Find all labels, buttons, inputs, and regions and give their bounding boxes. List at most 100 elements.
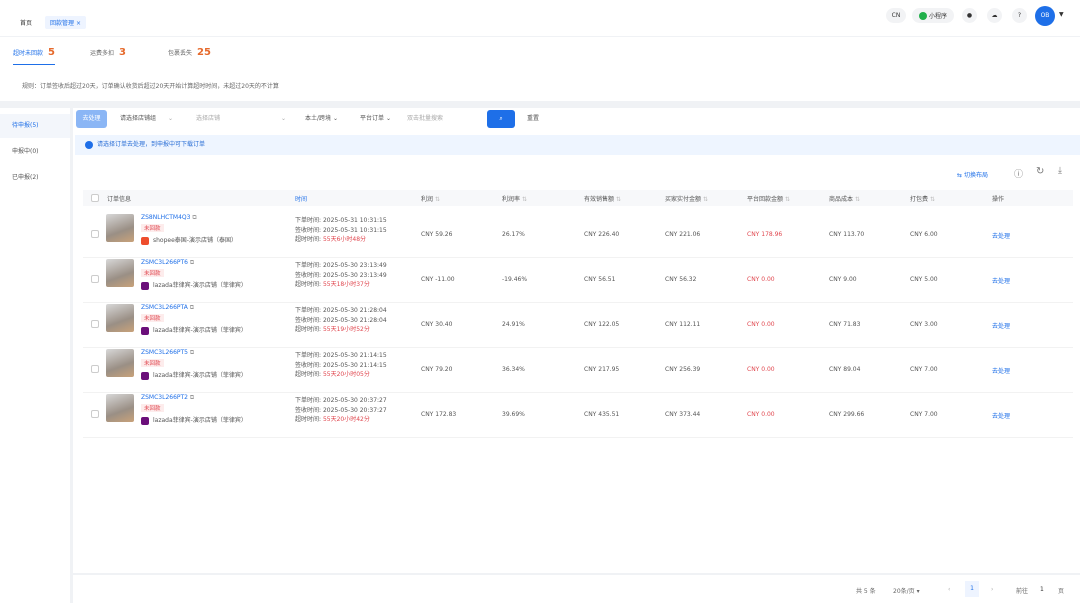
search-input[interactable]: 双击批量搜索 bbox=[407, 115, 444, 122]
page-size-select[interactable]: 20条/页 ▾ bbox=[893, 588, 920, 595]
download-icon[interactable]: ⤓ bbox=[1058, 166, 1062, 176]
select-all-checkbox[interactable] bbox=[91, 194, 99, 202]
reset-button[interactable]: 重置 bbox=[527, 115, 540, 122]
cell-margin: 26.17% bbox=[502, 231, 525, 238]
info-banner: 请选择订单去处理，到申报中可下载订单 bbox=[75, 135, 1080, 155]
order-id[interactable]: ZS8NLHCTM4Q3 ⧉ bbox=[141, 214, 197, 222]
order-id[interactable]: ZSMC3L266PT5 ⧉ bbox=[141, 349, 194, 357]
order-id[interactable]: ZSMC3L266PT2 ⧉ bbox=[141, 394, 194, 402]
column-header[interactable]: 平台回款金额 ⇅ bbox=[747, 194, 790, 203]
close-icon[interactable]: × bbox=[75, 20, 81, 27]
process-button[interactable]: 去处理 bbox=[992, 323, 1011, 330]
bell-icon[interactable]: ● bbox=[962, 8, 977, 23]
language-button[interactable]: CN bbox=[886, 8, 906, 23]
sort-icon[interactable]: ⇅ bbox=[702, 196, 708, 203]
tab-home[interactable]: 首页 bbox=[20, 20, 33, 27]
help-circle-icon[interactable]: ⓘ bbox=[1014, 170, 1024, 180]
cell-profit: CNY 59.26 bbox=[421, 231, 453, 238]
overdue-label: 超时时间: bbox=[295, 236, 322, 243]
store-group-select[interactable]: 请选择店铺组 ⌄ bbox=[120, 110, 182, 128]
refresh-icon[interactable]: ↻ bbox=[1036, 166, 1045, 177]
sort-icon[interactable]: ⇅ bbox=[521, 196, 527, 203]
copy-icon[interactable]: ⧉ bbox=[189, 394, 195, 401]
row-checkbox[interactable] bbox=[91, 410, 99, 418]
store-select[interactable]: 选择店铺 ⌄ bbox=[196, 110, 290, 128]
cell-cost: CNY 113.70 bbox=[829, 231, 865, 238]
time-info: 下单时间: 2025-05-30 20:37:27 签收时间: 2025-05-… bbox=[295, 396, 387, 425]
column-header-label: 操作 bbox=[992, 196, 1005, 203]
copy-icon[interactable]: ⧉ bbox=[189, 349, 195, 356]
sort-icon[interactable]: ⇅ bbox=[784, 196, 790, 203]
copy-icon[interactable]: ⧉ bbox=[189, 304, 195, 311]
prev-page-button[interactable]: ‹ bbox=[948, 586, 951, 593]
sort-icon[interactable]: ⇅ bbox=[615, 196, 621, 203]
process-button[interactable]: 去处理 bbox=[992, 413, 1011, 420]
process-button[interactable]: 去处理 bbox=[992, 233, 1011, 240]
check-circle-icon bbox=[918, 11, 927, 20]
stat-shipping-overcharge[interactable]: 运费多扣 3 bbox=[90, 47, 126, 58]
order-id-link[interactable]: ZSMC3L266PTA bbox=[141, 304, 188, 311]
row-checkbox[interactable] bbox=[91, 365, 99, 373]
stat-package-lost[interactable]: 包裹丢失 25 bbox=[168, 47, 211, 58]
mini-program-button[interactable]: 小程序 bbox=[912, 8, 954, 23]
sidebar-item-pending[interactable]: 待申报(5) bbox=[0, 114, 70, 138]
switch-layout-label: 切换布局 bbox=[963, 172, 988, 179]
table-row: ZSMC3L266PT5 ⧉ 未回款 lazada菲律宾-演示店铺（菲律宾） 下… bbox=[83, 348, 1073, 393]
sidebar-item-in-progress[interactable]: 申报中(0) bbox=[12, 148, 39, 155]
column-header[interactable]: 利润 ⇅ bbox=[421, 194, 440, 203]
sort-icon[interactable]: ⇅ bbox=[434, 196, 440, 203]
batch-process-button[interactable]: 去处理 bbox=[76, 110, 107, 128]
help-icon[interactable]: ? bbox=[1012, 8, 1027, 23]
row-checkbox[interactable] bbox=[91, 320, 99, 328]
table-row: ZSMC3L266PT6 ⧉ 未回款 lazada菲律宾-演示店铺（菲律宾） 下… bbox=[83, 258, 1073, 303]
table-row: ZSMC3L266PTA ⧉ 未回款 lazada菲律宾-演示店铺（菲律宾） 下… bbox=[83, 303, 1073, 348]
status-text: 未回款 bbox=[141, 314, 164, 322]
order-id-link[interactable]: ZSMC3L266PT6 bbox=[141, 259, 188, 266]
row-checkbox[interactable] bbox=[91, 230, 99, 238]
search-button[interactable]: ⌕ bbox=[487, 110, 515, 128]
cloud-download-icon[interactable]: ☁ bbox=[987, 8, 1002, 23]
tab-label: 回款管理 bbox=[50, 20, 75, 27]
copy-icon[interactable]: ⧉ bbox=[189, 259, 195, 266]
order-id[interactable]: ZSMC3L266PTA ⧉ bbox=[141, 304, 194, 312]
status-text: 未回款 bbox=[141, 224, 164, 232]
sort-icon[interactable]: ⇅ bbox=[854, 196, 860, 203]
order-id[interactable]: ZSMC3L266PT6 ⧉ bbox=[141, 259, 194, 267]
cell-cost: CNY 89.04 bbox=[829, 366, 861, 373]
column-header[interactable]: 利润率 ⇅ bbox=[502, 194, 527, 203]
table-header bbox=[83, 190, 1073, 206]
sort-icon[interactable]: ⇅ bbox=[929, 196, 935, 203]
page-size-value: 20条/页 bbox=[893, 588, 915, 595]
process-button[interactable]: 去处理 bbox=[992, 368, 1011, 375]
overdue-time: 55天19小时52分 bbox=[322, 326, 370, 333]
sidebar: 待申报(5) 申报中(0) 已申报(2) bbox=[0, 108, 70, 603]
goto-page-input[interactable]: 1 bbox=[1040, 586, 1044, 593]
order-id-link[interactable]: ZSMC3L266PT5 bbox=[141, 349, 188, 356]
cell-sales: CNY 435.51 bbox=[584, 411, 620, 418]
next-page-button[interactable]: › bbox=[991, 586, 994, 593]
switch-layout-button[interactable]: ⇆ 切换布局 bbox=[957, 170, 988, 179]
sidebar-item-declared[interactable]: 已申报(2) bbox=[12, 174, 39, 181]
page-1-button[interactable]: 1 bbox=[965, 581, 979, 597]
column-header[interactable]: 商品成本 ⇅ bbox=[829, 194, 860, 203]
order-id-link[interactable]: ZSMC3L266PT2 bbox=[141, 394, 188, 401]
column-header[interactable]: 买家实付金额 ⇅ bbox=[665, 194, 708, 203]
order-id-link[interactable]: ZS8NLHCTM4Q3 bbox=[141, 214, 191, 221]
search-icon: ⌕ bbox=[499, 115, 503, 122]
site-select[interactable]: 本土/跨境 ⌄ bbox=[305, 110, 338, 128]
chevron-down-icon[interactable]: ▼ bbox=[1059, 11, 1064, 18]
cell-profit: CNY 79.20 bbox=[421, 366, 453, 373]
tab-payment-management[interactable]: 回款管理 × bbox=[45, 16, 86, 29]
cell-pack: CNY 7.00 bbox=[910, 366, 938, 373]
cell-cost: CNY 9.00 bbox=[829, 276, 857, 283]
avatar[interactable]: OB bbox=[1035, 6, 1055, 26]
column-header[interactable]: 打包费 ⇅ bbox=[910, 194, 935, 203]
row-checkbox[interactable] bbox=[91, 275, 99, 283]
process-button[interactable]: 去处理 bbox=[992, 278, 1011, 285]
stat-overdue[interactable]: 超时未回款 5 bbox=[13, 47, 55, 58]
column-header-label: 商品成本 bbox=[829, 196, 854, 203]
column-header[interactable]: 有效销售额 ⇅ bbox=[584, 194, 621, 203]
top-bar: 首页 回款管理 × CN 小程序 ● ☁ ? OB ▼ bbox=[0, 0, 1080, 36]
copy-icon[interactable]: ⧉ bbox=[192, 214, 197, 221]
order-type-select[interactable]: 平台订单 ⌄ bbox=[360, 110, 391, 128]
